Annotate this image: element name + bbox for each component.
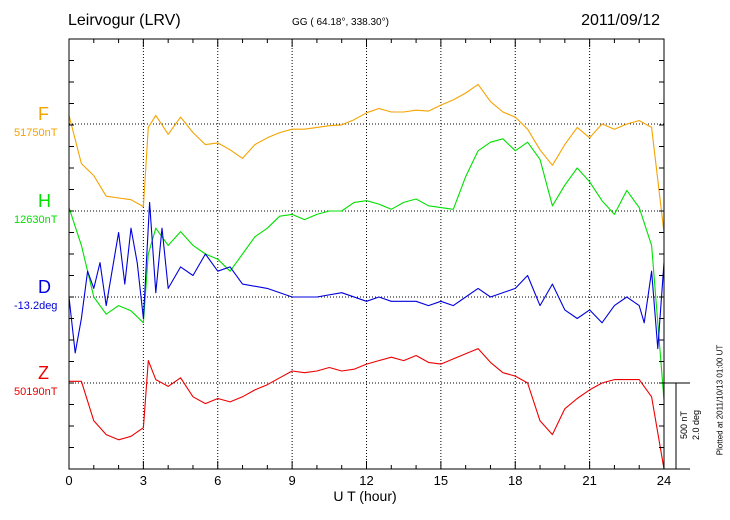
channel-baseline-value-f: 51750nT xyxy=(14,127,58,139)
x-tick-label: 15 xyxy=(433,473,449,488)
station-title: Leirvogur (LRV) xyxy=(68,12,181,29)
x-tick-label: 18 xyxy=(508,473,523,488)
scale-bar-label-deg: 2.0 deg xyxy=(691,409,701,441)
x-tick-label: 12 xyxy=(359,473,374,488)
x-tick-label: 21 xyxy=(582,473,597,488)
x-tick-label: 3 xyxy=(139,473,147,488)
scale-bar-label-nt: 500 nT xyxy=(679,410,689,440)
channel-label-f: F xyxy=(38,104,49,124)
x-tick-label: 9 xyxy=(288,473,296,488)
channel-baseline-value-h: 12630nT xyxy=(14,214,58,226)
plotted-at-note: Plotted at 2011/10/13 01:00 UT xyxy=(715,344,725,456)
channel-baseline-value-d: -13.2deg xyxy=(14,300,58,312)
channel-baseline-value-z: 50190nT xyxy=(14,386,58,398)
trace-f xyxy=(68,83,665,233)
x-tick-label: 6 xyxy=(214,473,222,488)
x-axis-label: U T (hour) xyxy=(333,488,397,504)
channel-label-h: H xyxy=(38,191,51,211)
x-tick-label: 0 xyxy=(65,473,73,488)
scale-bar xyxy=(664,382,690,470)
trace-d xyxy=(68,201,665,354)
grid-lines xyxy=(142,39,591,469)
trace-z xyxy=(69,348,665,470)
channel-baselines xyxy=(69,123,664,384)
data-traces xyxy=(68,83,665,470)
x-tick-label: 24 xyxy=(656,473,672,488)
trace-h xyxy=(68,138,665,401)
plot-date: 2011/09/12 xyxy=(581,12,660,29)
axis-ticks xyxy=(68,38,665,470)
plot-frame xyxy=(68,38,665,470)
channel-label-z: Z xyxy=(38,363,49,383)
station-coordinates: GG ( 64.18°, 338.30°) xyxy=(292,17,389,28)
channel-label-d: D xyxy=(38,277,51,297)
